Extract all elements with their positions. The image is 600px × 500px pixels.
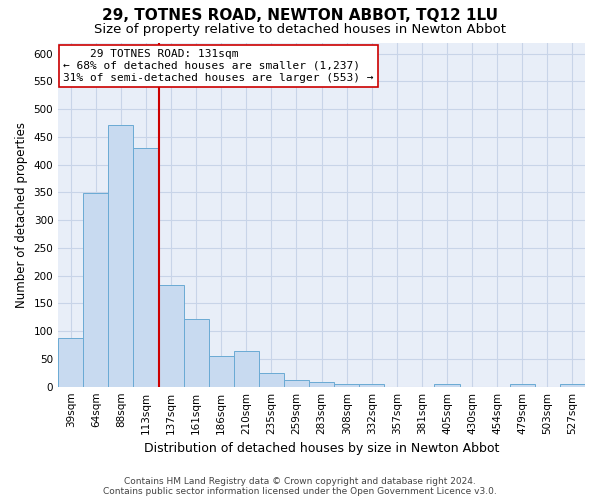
Bar [158, 285, 184, 386]
Bar [510, 384, 535, 386]
Text: Contains HM Land Registry data © Crown copyright and database right 2024.
Contai: Contains HM Land Registry data © Crown c… [103, 476, 497, 496]
Bar [234, 350, 259, 386]
Y-axis label: Number of detached properties: Number of detached properties [15, 122, 28, 308]
Bar [109, 124, 133, 386]
Bar [184, 319, 209, 386]
Bar [209, 356, 234, 386]
Bar [133, 148, 158, 386]
Bar [560, 384, 585, 386]
Bar [284, 380, 309, 386]
Bar [259, 373, 284, 386]
Text: 29 TOTNES ROAD: 131sqm    
← 68% of detached houses are smaller (1,237)
31% of s: 29 TOTNES ROAD: 131sqm ← 68% of detached… [64, 50, 374, 82]
Bar [83, 194, 109, 386]
Bar [309, 382, 334, 386]
Text: 29, TOTNES ROAD, NEWTON ABBOT, TQ12 1LU: 29, TOTNES ROAD, NEWTON ABBOT, TQ12 1LU [102, 8, 498, 22]
Text: Size of property relative to detached houses in Newton Abbot: Size of property relative to detached ho… [94, 22, 506, 36]
Bar [434, 384, 460, 386]
Bar [359, 384, 385, 386]
Bar [334, 384, 359, 386]
X-axis label: Distribution of detached houses by size in Newton Abbot: Distribution of detached houses by size … [144, 442, 499, 455]
Bar [58, 338, 83, 386]
